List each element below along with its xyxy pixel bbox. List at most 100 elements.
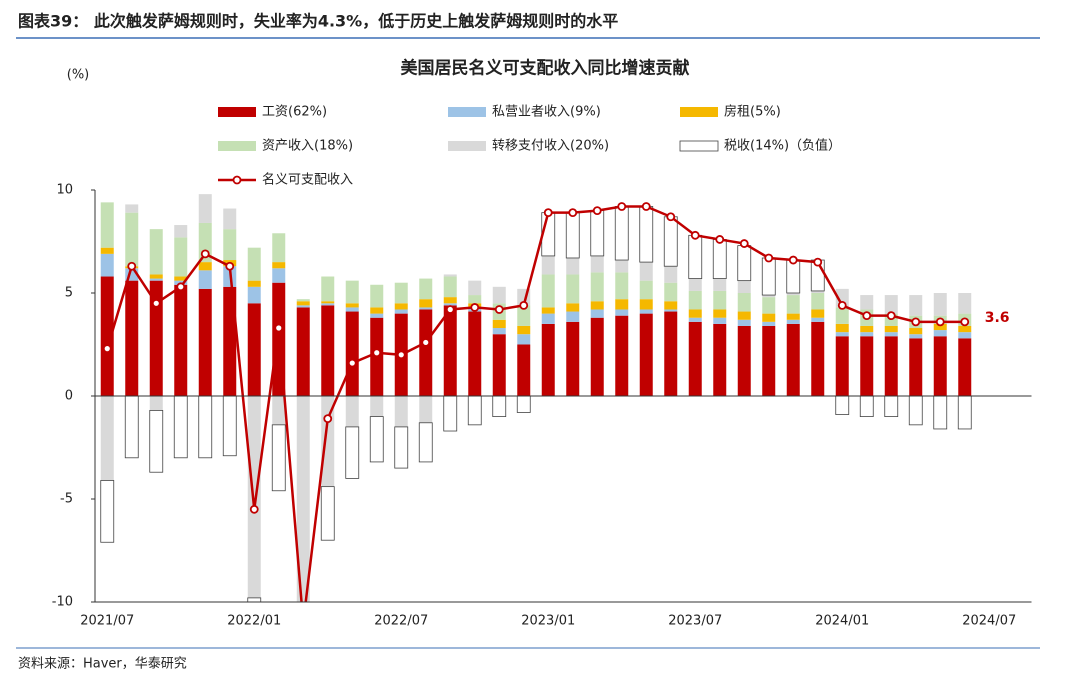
bar-segment: [762, 325, 776, 396]
bar-segment: [713, 317, 727, 324]
bar-segment: [835, 332, 849, 337]
bar-segment: [345, 311, 359, 396]
line-marker: [568, 208, 578, 218]
line-marker: [837, 300, 847, 310]
bar-segment: [762, 313, 776, 322]
bar-segment: [419, 278, 433, 300]
bar-segment: [664, 311, 678, 396]
bar-segment: [860, 332, 874, 337]
bar-segment: [884, 395, 899, 418]
line-marker: [641, 202, 651, 211]
bar-segment: [541, 255, 555, 275]
bar-segment: [933, 336, 947, 396]
bar-segment: [615, 260, 629, 273]
bar-segment: [615, 309, 629, 316]
line-marker: [200, 249, 210, 259]
bar-segment: [590, 272, 604, 302]
data-label: 3.6: [985, 310, 1010, 326]
bar-segment: [247, 597, 262, 602]
line-marker: [421, 338, 431, 347]
x-tick-label: 2024/07: [962, 614, 1016, 629]
bar-segment: [712, 239, 727, 279]
x-tick-label: 2022/07: [374, 614, 428, 629]
bar-segment: [443, 305, 457, 396]
x-tick-label: 2022/01: [227, 614, 281, 629]
bar-segment: [125, 212, 139, 267]
bar-segment: [688, 234, 703, 279]
bar-segment: [370, 284, 384, 308]
bar-segment: [958, 332, 972, 339]
bar-segment: [566, 274, 580, 304]
bar-segment: [614, 206, 629, 261]
line-marker: [862, 311, 872, 321]
bar-segment: [492, 395, 507, 418]
bar-segment: [443, 297, 457, 304]
bar-segment: [247, 303, 261, 396]
bar-segment: [418, 422, 433, 463]
line-marker: [102, 344, 112, 354]
bar-segment: [884, 332, 898, 337]
bar-segment: [860, 295, 874, 310]
bar-segment: [615, 272, 629, 300]
bar-segment: [786, 323, 800, 396]
bar-segment: [713, 323, 727, 396]
bar-segment: [100, 247, 114, 254]
legend-label: 名义可支配收入: [262, 172, 353, 188]
bar-segment: [933, 293, 947, 316]
bar-segment: [909, 328, 923, 335]
bar-segment: [297, 643, 310, 664]
source: 资料来源：Haver，华泰研究: [18, 657, 187, 672]
bar-segment: [223, 286, 237, 396]
bar-segment: [639, 299, 653, 310]
bar-segment: [394, 303, 408, 310]
legend-label: 转移支付收入(20%): [492, 139, 609, 154]
line-marker: [445, 305, 455, 314]
bar-segment: [762, 297, 776, 314]
bar-segment: [590, 317, 604, 396]
bar-segment: [320, 486, 335, 541]
bar-segment: [468, 280, 482, 296]
y-tick-label: 5: [65, 286, 73, 301]
bar-segment: [860, 325, 874, 333]
bar-segment: [909, 334, 923, 339]
bar-segment: [369, 416, 384, 463]
bar-segment: [419, 396, 433, 423]
bar-segment: [198, 262, 212, 271]
bar-segment: [639, 206, 654, 263]
line-marker: [788, 255, 798, 265]
bar-segment: [884, 295, 898, 314]
bar-segment: [958, 293, 972, 314]
bar-segment: [639, 280, 653, 300]
line-marker: [225, 261, 235, 271]
bar-segment: [100, 396, 114, 481]
bar-segment: [296, 301, 310, 306]
bar-segment: [811, 309, 825, 318]
bar-segment: [566, 311, 580, 322]
bar-segment: [443, 395, 458, 432]
bar-segment: [321, 301, 335, 304]
bar-segment: [247, 286, 261, 304]
bar-segment: [713, 309, 727, 318]
bar-segment: [737, 293, 751, 312]
bar-segment: [125, 280, 139, 396]
bar-segment: [860, 336, 874, 396]
bar-segment: [222, 395, 237, 457]
bar-segment: [443, 274, 457, 277]
bar-segment: [296, 307, 310, 396]
bar-segment: [786, 295, 800, 314]
line-marker: [127, 261, 137, 271]
bar-segment: [566, 303, 580, 312]
bar-segment: [100, 276, 114, 396]
bar-segment: [688, 317, 702, 322]
bar-segment: [590, 301, 604, 310]
bar-segment: [762, 321, 776, 326]
x-tick-label: 2023/07: [668, 614, 722, 629]
bar-segment: [933, 330, 947, 337]
bar-segment: [100, 202, 114, 248]
legend-swatch: [232, 175, 242, 185]
line-marker: [176, 282, 186, 292]
bar-segment: [566, 321, 580, 396]
line-marker: [519, 300, 529, 310]
bar-segment: [761, 257, 776, 296]
